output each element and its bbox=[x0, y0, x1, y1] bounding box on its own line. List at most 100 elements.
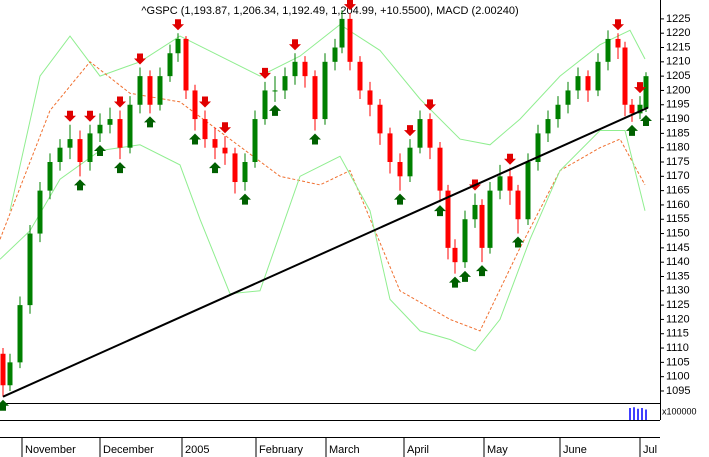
y-tick-label: 1120 bbox=[666, 313, 690, 325]
candle-body bbox=[7, 362, 13, 386]
candle-body bbox=[47, 162, 53, 191]
y-tick-label: 1170 bbox=[666, 170, 690, 182]
y-tick-label: 1195 bbox=[666, 99, 690, 111]
sell-arrow bbox=[64, 110, 76, 122]
candle-body bbox=[67, 139, 73, 148]
volume-bar bbox=[637, 408, 639, 420]
y-tick-label: 1115 bbox=[666, 328, 689, 340]
candle-body bbox=[97, 124, 103, 134]
y-tick-label: 1160 bbox=[666, 199, 690, 211]
y-tick-label: 1105 bbox=[666, 356, 690, 368]
sell-arrow bbox=[134, 53, 146, 65]
candle-body bbox=[555, 104, 561, 120]
candle-body bbox=[347, 18, 353, 62]
y-tick-label: 1110 bbox=[666, 342, 689, 354]
candle-body bbox=[397, 162, 403, 177]
candle-body bbox=[87, 133, 93, 163]
y-tick-label: 1190 bbox=[666, 113, 690, 125]
sell-arrow bbox=[114, 96, 126, 108]
buy-arrow bbox=[0, 399, 9, 411]
x-tick-label: May bbox=[487, 444, 508, 456]
y-tick-label: 1225 bbox=[666, 13, 690, 25]
candle-body bbox=[445, 190, 451, 248]
candle-body bbox=[175, 38, 181, 54]
candle-body bbox=[57, 147, 63, 163]
candle-body bbox=[167, 53, 173, 77]
candle-body bbox=[212, 139, 218, 148]
candle-body bbox=[507, 176, 513, 191]
candle-body bbox=[637, 104, 643, 114]
y-tick-label: 1145 bbox=[666, 242, 690, 254]
candle-body bbox=[545, 119, 551, 134]
y-tick-label: 1210 bbox=[666, 56, 690, 68]
candle-body bbox=[17, 305, 23, 363]
candle-body bbox=[202, 119, 208, 140]
buy-arrow bbox=[394, 193, 406, 205]
x-tick-label: November bbox=[25, 444, 76, 456]
x-tick-label: February bbox=[259, 444, 304, 456]
buy-arrow bbox=[512, 236, 524, 248]
sell-arrow bbox=[424, 99, 436, 111]
x-tick-label: March bbox=[329, 444, 360, 456]
band-line bbox=[0, 61, 646, 332]
buy-arrow bbox=[114, 162, 126, 174]
y-tick-label: 1135 bbox=[666, 270, 690, 282]
sell-arrow bbox=[404, 125, 416, 137]
buy-arrow bbox=[239, 193, 251, 205]
candle-body bbox=[629, 104, 635, 114]
chart-title: ^GSPC (1,193.87, 1,206.34, 1,192.49, 1,2… bbox=[141, 5, 518, 17]
x-tick-label: Jul bbox=[643, 444, 657, 456]
volume-bar bbox=[645, 409, 647, 420]
volume-bar bbox=[641, 408, 643, 420]
candle-body bbox=[515, 190, 521, 220]
candle-body bbox=[595, 61, 601, 91]
candle-body bbox=[525, 162, 531, 220]
candle-body bbox=[27, 233, 33, 306]
sell-arrow bbox=[634, 82, 646, 94]
y-tick-label: 1165 bbox=[666, 185, 690, 197]
candle-body bbox=[157, 76, 163, 105]
y-tick-label: 1140 bbox=[666, 256, 690, 268]
sell-arrow bbox=[344, 0, 356, 11]
candle-body bbox=[472, 204, 478, 220]
buy-arrow bbox=[269, 104, 281, 116]
candle-body bbox=[565, 90, 571, 105]
candle-body bbox=[487, 190, 493, 248]
candle-body bbox=[183, 38, 189, 91]
candle-body bbox=[222, 147, 228, 154]
buy-arrow bbox=[449, 276, 461, 288]
candle-body bbox=[605, 38, 611, 62]
buy-arrow bbox=[459, 270, 471, 282]
x-tick-label: June bbox=[563, 444, 587, 456]
candle-body bbox=[462, 219, 468, 263]
y-tick-label: 1155 bbox=[666, 213, 690, 225]
candle-body bbox=[232, 153, 238, 183]
sell-arrow bbox=[84, 110, 96, 122]
candle-body bbox=[282, 76, 288, 91]
sell-arrow bbox=[289, 39, 301, 51]
candle-body bbox=[437, 147, 443, 191]
sell-arrow bbox=[219, 122, 231, 134]
candle-body bbox=[292, 61, 298, 77]
candle-body bbox=[0, 353, 6, 386]
candle-body bbox=[147, 76, 153, 105]
candle-body bbox=[312, 76, 318, 120]
candle-body bbox=[117, 119, 123, 148]
candle-body bbox=[37, 190, 43, 234]
candle-body bbox=[339, 18, 345, 48]
y-tick-label: 1175 bbox=[666, 156, 690, 168]
y-tick-label: 1125 bbox=[666, 299, 690, 311]
candle-body bbox=[615, 38, 621, 48]
buy-arrow bbox=[209, 162, 221, 174]
candle-body bbox=[452, 247, 458, 263]
sell-arrow bbox=[612, 19, 624, 31]
buy-arrow bbox=[309, 133, 321, 145]
sell-arrow bbox=[504, 153, 516, 165]
y-tick-label: 1095 bbox=[666, 385, 690, 397]
candle-body bbox=[127, 104, 133, 148]
candle-body bbox=[357, 61, 363, 91]
candle-body bbox=[535, 133, 541, 163]
buy-arrow bbox=[434, 205, 446, 217]
buy-arrow bbox=[144, 116, 156, 128]
